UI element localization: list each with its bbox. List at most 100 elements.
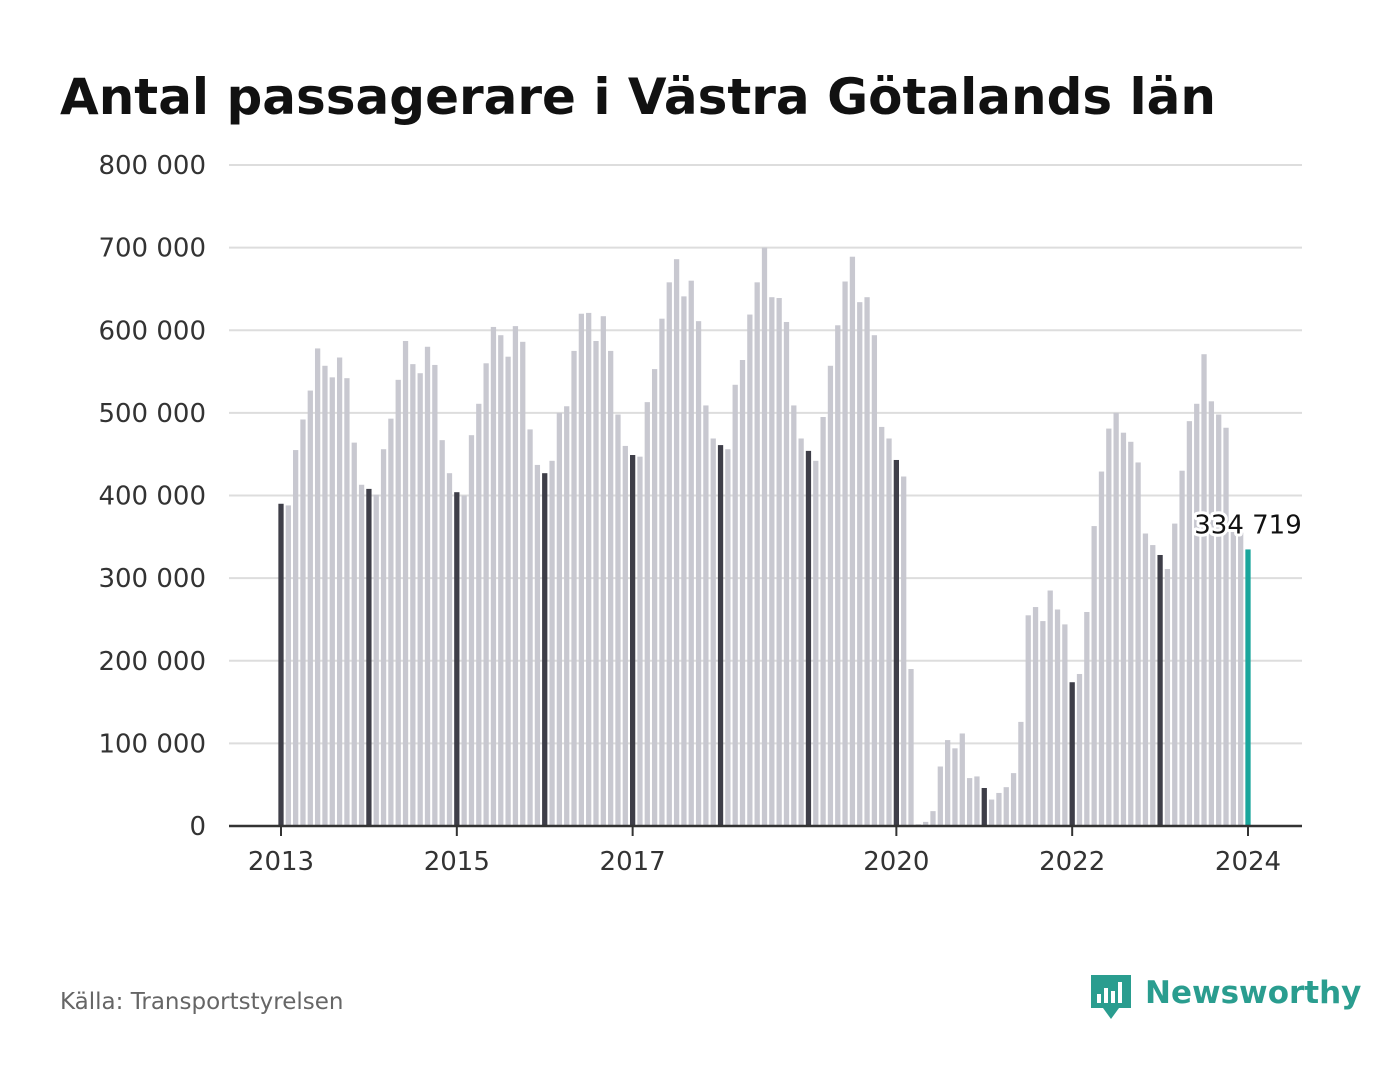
bar [373, 494, 379, 826]
bar [1084, 612, 1090, 826]
bar [886, 438, 892, 826]
bar [835, 325, 841, 826]
bar [1032, 607, 1039, 826]
x-tick-label: 2015 [424, 847, 490, 877]
bar [849, 256, 856, 826]
bar [1069, 682, 1075, 826]
bar [1216, 414, 1222, 826]
bar [923, 821, 929, 826]
bar [1201, 354, 1207, 826]
bar [857, 302, 863, 827]
bar [351, 442, 357, 826]
bar [498, 335, 504, 826]
bar [747, 314, 753, 826]
bar [783, 321, 790, 826]
bar [1076, 673, 1083, 826]
bar [710, 438, 716, 826]
bar [637, 456, 643, 826]
bar-chart-speech-bubble-icon [1091, 975, 1131, 1019]
bar [1194, 403, 1200, 826]
bar [1128, 441, 1134, 826]
bar [446, 473, 453, 826]
bar [1223, 427, 1229, 826]
bar [505, 356, 511, 826]
bar [1186, 421, 1193, 826]
bar [410, 364, 416, 826]
bar [791, 405, 797, 826]
bar [402, 340, 409, 826]
bar [1120, 432, 1127, 826]
bar [827, 365, 834, 826]
bar [659, 318, 665, 826]
bar [622, 445, 628, 826]
bar [688, 280, 694, 826]
brand-name: Newsworthy [1145, 975, 1361, 1011]
brand-logo[interactable]: Newsworthy [1091, 975, 1361, 1019]
bar [468, 435, 475, 826]
bar [717, 445, 724, 826]
bar [754, 282, 760, 826]
bar [615, 414, 621, 826]
bar [534, 464, 541, 826]
x-tick-label: 2020 [863, 847, 929, 877]
bar [864, 297, 870, 826]
x-tick-label: 2017 [600, 847, 666, 877]
chart-title: Antal passagerare i Västra Götalands län [60, 68, 1216, 126]
x-axis-ticks: 2013 2015 2017 2020 2022 2024 [248, 826, 1281, 877]
bar [520, 341, 526, 826]
bar [988, 799, 995, 826]
bar [930, 811, 936, 826]
bar [1098, 471, 1105, 826]
bar [820, 417, 826, 826]
bar [571, 350, 577, 826]
bar [1245, 549, 1251, 826]
bar [769, 297, 775, 826]
bar [813, 460, 819, 826]
bar [1018, 721, 1024, 826]
bar [512, 326, 519, 826]
bar [1179, 470, 1185, 826]
bar [695, 321, 702, 826]
y-tick-label: 0 [189, 812, 206, 842]
bar [739, 359, 746, 826]
bar [293, 450, 299, 826]
x-tick-label: 2013 [248, 847, 314, 877]
bar [490, 326, 497, 826]
bar [1091, 526, 1097, 826]
bar [586, 312, 592, 826]
bar [556, 412, 563, 826]
bar [798, 438, 804, 826]
bar [937, 766, 943, 826]
bars [278, 247, 1251, 827]
bar [476, 403, 482, 826]
bar [439, 440, 445, 826]
bar [542, 473, 548, 826]
bar [564, 406, 570, 826]
bar [424, 346, 431, 826]
bar [366, 488, 372, 826]
bar [358, 484, 365, 826]
bar [314, 348, 321, 826]
y-tick-label: 100 000 [98, 729, 206, 759]
source-label: Källa: Transportstyrelsen [60, 989, 343, 1015]
bar [761, 247, 768, 826]
bar [578, 313, 584, 827]
bar [901, 476, 907, 826]
bar [483, 363, 489, 826]
bar [300, 419, 306, 826]
x-tick-label: 2024 [1215, 847, 1281, 877]
bar [322, 365, 328, 826]
bar [1040, 621, 1046, 826]
y-tick-label: 300 000 [98, 564, 206, 594]
bar [974, 776, 980, 826]
bar [1142, 533, 1149, 826]
bar [1010, 773, 1017, 826]
bar [395, 379, 401, 826]
y-tick-label: 400 000 [98, 482, 206, 512]
bar [1238, 532, 1244, 826]
bar [1113, 412, 1119, 826]
bar [703, 405, 709, 826]
bar [1135, 462, 1141, 826]
bar [1062, 624, 1068, 826]
